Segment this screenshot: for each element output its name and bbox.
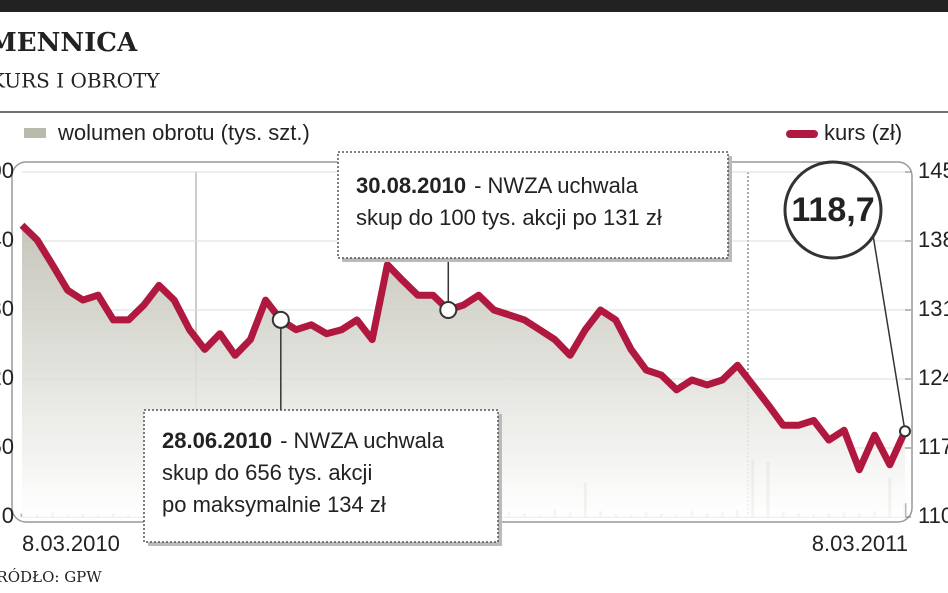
y2-tick-label: 138 bbox=[918, 227, 948, 252]
annotation-line: po maksymalnie 134 zł bbox=[162, 492, 386, 517]
legend-swatch bbox=[24, 128, 46, 138]
y-tick-label: 0 bbox=[2, 503, 14, 528]
annotation-line: - NWZA uchwala bbox=[474, 173, 639, 198]
annotation-line: skup do 100 tys. akcji po 131 zł bbox=[356, 205, 662, 230]
y-tick-label: 120 bbox=[0, 365, 14, 390]
annotation-date: 28.06.2010 bbox=[162, 428, 272, 453]
y-tick-label: 60 bbox=[0, 434, 14, 459]
value-bubble bbox=[783, 160, 883, 260]
annotation-text: 28.06.2010 - NWZA uchwala bbox=[162, 428, 445, 453]
y2-tick-label: 145 bbox=[918, 158, 948, 183]
chart-title: MENNICA bbox=[0, 28, 138, 58]
y2-tick-label: 124 bbox=[918, 365, 948, 390]
callout-line bbox=[872, 234, 906, 432]
legend-label: wolumen obrotu (tys. szt.) bbox=[57, 120, 310, 145]
annotation-box bbox=[337, 151, 729, 259]
y2-tick-label: 131 bbox=[918, 296, 948, 321]
annotation-marker bbox=[439, 301, 458, 319]
x-tick-label: 8.03.2011 bbox=[812, 531, 908, 556]
y2-tick-label: 117 bbox=[918, 434, 948, 459]
y-tick-label: 300 bbox=[0, 158, 14, 183]
annotation-date: 30.08.2010 bbox=[356, 173, 466, 198]
annotation-line: - NWZA uchwala bbox=[280, 428, 445, 453]
legend-label: kurs (zł) bbox=[824, 120, 902, 145]
top-bar bbox=[0, 0, 948, 12]
line bbox=[19, 222, 909, 474]
annotation-text: 30.08.2010 - NWZA uchwala bbox=[356, 173, 639, 198]
annotation-marker bbox=[271, 310, 290, 329]
annotation-box bbox=[143, 409, 499, 543]
y-tick-label: 180 bbox=[0, 296, 14, 321]
annotation-line: skup do 656 tys. akcji bbox=[162, 460, 372, 485]
chart-subtitle: KURS I OBROTY bbox=[0, 69, 160, 93]
value-label: 118,7 bbox=[791, 191, 874, 229]
y-tick-label: 240 bbox=[0, 227, 14, 252]
value-marker bbox=[899, 425, 911, 438]
source: ŹRÓDŁO: GPW bbox=[0, 568, 102, 586]
y2-tick-label: 110 bbox=[918, 503, 948, 528]
x-tick-label: 8.03.2010 bbox=[22, 531, 120, 556]
